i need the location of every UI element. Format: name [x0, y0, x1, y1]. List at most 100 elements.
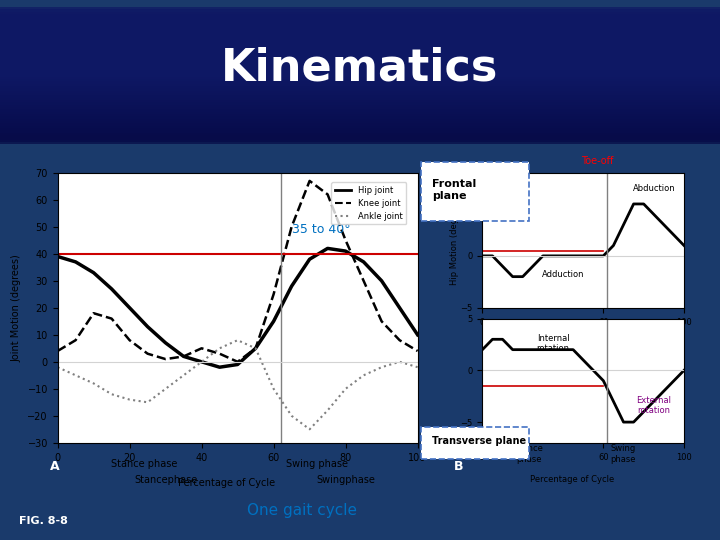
- Text: Stance
phase: Stance phase: [515, 444, 544, 464]
- Text: Stancephase: Stancephase: [134, 475, 197, 485]
- Hip joint: [89, 269, 98, 276]
- Bar: [0, 37, 720, 107]
- Ankle joint: [197, 359, 206, 365]
- Y-axis label: Joint Motion (degrees): Joint Motion (degrees): [12, 254, 22, 362]
- Knee joint: [179, 353, 188, 360]
- Hip joint: [395, 305, 404, 311]
- Ankle joint: [89, 380, 98, 387]
- Knee joint: [197, 345, 206, 352]
- Bar: [0, 23, 720, 93]
- Bar: [0, 7, 720, 77]
- Bar: [0, 51, 720, 121]
- Text: One gait cycle: One gait cycle: [248, 503, 357, 518]
- Text: A: A: [50, 460, 60, 473]
- Hip joint: [143, 323, 152, 330]
- Ankle joint: [179, 372, 188, 379]
- Bar: [0, 28, 720, 98]
- Text: Internal
rotation: Internal rotation: [536, 334, 570, 353]
- Knee joint: [251, 345, 260, 352]
- Ankle joint: [215, 345, 224, 352]
- Knee joint: [323, 191, 332, 198]
- Ankle joint: [161, 386, 170, 392]
- Bar: [0, 46, 720, 117]
- Text: Adduction: Adduction: [541, 270, 585, 279]
- Line: Ankle joint: Ankle joint: [58, 340, 418, 429]
- Text: Percentage of Cycle: Percentage of Cycle: [179, 478, 275, 488]
- Bar: [0, 70, 720, 140]
- Hip joint: [179, 353, 188, 360]
- Hip joint: [251, 345, 260, 352]
- Bar: [0, 32, 720, 103]
- Hip joint: [215, 364, 224, 370]
- Knee joint: [233, 359, 242, 365]
- Bar: [0, 75, 720, 144]
- Text: Abduction: Abduction: [632, 184, 675, 193]
- Hip joint: [305, 256, 314, 262]
- Bar: [0, 9, 720, 79]
- Bar: [0, 65, 720, 135]
- Hip joint: [197, 359, 206, 365]
- Hip joint: [125, 305, 134, 311]
- Bar: [0, 16, 720, 86]
- Ankle joint: [251, 345, 260, 352]
- Ankle joint: [233, 337, 242, 343]
- Bar: [0, 58, 720, 128]
- Text: Kinematics: Kinematics: [221, 46, 499, 90]
- Knee joint: [287, 224, 296, 230]
- Bar: [0, 30, 720, 100]
- Text: Swing phase: Swing phase: [286, 459, 348, 469]
- Ankle joint: [413, 364, 422, 370]
- Bar: [0, 63, 720, 133]
- Ankle joint: [395, 359, 404, 365]
- Text: Percentage of Cycle: Percentage of Cycle: [530, 475, 615, 484]
- Hip joint: [323, 245, 332, 252]
- Ankle joint: [125, 396, 134, 403]
- Text: Stance phase: Stance phase: [111, 459, 177, 469]
- Ankle joint: [287, 413, 296, 419]
- Hip joint: [287, 283, 296, 289]
- Hip joint: [107, 286, 116, 292]
- Ankle joint: [71, 372, 80, 379]
- Knee joint: [143, 350, 152, 357]
- Knee joint: [413, 348, 422, 354]
- Knee joint: [107, 315, 116, 322]
- Text: Frontal
plane: Frontal plane: [432, 179, 476, 201]
- Knee joint: [161, 356, 170, 362]
- Bar: [0, 18, 720, 89]
- Ankle joint: [341, 386, 350, 392]
- Hip joint: [377, 278, 386, 284]
- Hip joint: [359, 259, 368, 265]
- Knee joint: [341, 237, 350, 244]
- Bar: [0, 53, 720, 123]
- Hip joint: [161, 340, 170, 346]
- Hip joint: [413, 332, 422, 338]
- Bar: [0, 68, 720, 137]
- Line: Hip joint: Hip joint: [58, 248, 418, 367]
- Text: External
rotation: External rotation: [636, 396, 671, 415]
- Text: 35 to 40°: 35 to 40°: [292, 223, 350, 236]
- Text: Swingphase: Swingphase: [316, 475, 375, 485]
- Bar: [0, 42, 720, 112]
- Bar: [0, 25, 720, 96]
- Hip joint: [53, 253, 62, 260]
- Knee joint: [215, 350, 224, 357]
- Text: FIG. 8-8: FIG. 8-8: [19, 516, 68, 526]
- Ankle joint: [359, 372, 368, 379]
- Bar: [0, 14, 720, 84]
- Ankle joint: [269, 386, 278, 392]
- Text: Toe-off: Toe-off: [581, 156, 613, 166]
- Knee joint: [269, 291, 278, 298]
- Knee joint: [395, 337, 404, 343]
- Y-axis label: Hip Motion (degrees): Hip Motion (degrees): [450, 196, 459, 285]
- Ankle joint: [323, 407, 332, 414]
- Bar: [0, 44, 720, 114]
- Knee joint: [89, 310, 98, 316]
- Knee joint: [359, 278, 368, 284]
- Bar: [0, 72, 720, 142]
- Ankle joint: [143, 399, 152, 406]
- Text: Swing
phase: Swing phase: [610, 444, 636, 464]
- Text: Transverse plane: Transverse plane: [432, 436, 526, 447]
- Bar: [0, 11, 720, 82]
- Legend: Hip joint, Knee joint, Ankle joint: Hip joint, Knee joint, Ankle joint: [331, 183, 406, 224]
- Ankle joint: [305, 426, 314, 433]
